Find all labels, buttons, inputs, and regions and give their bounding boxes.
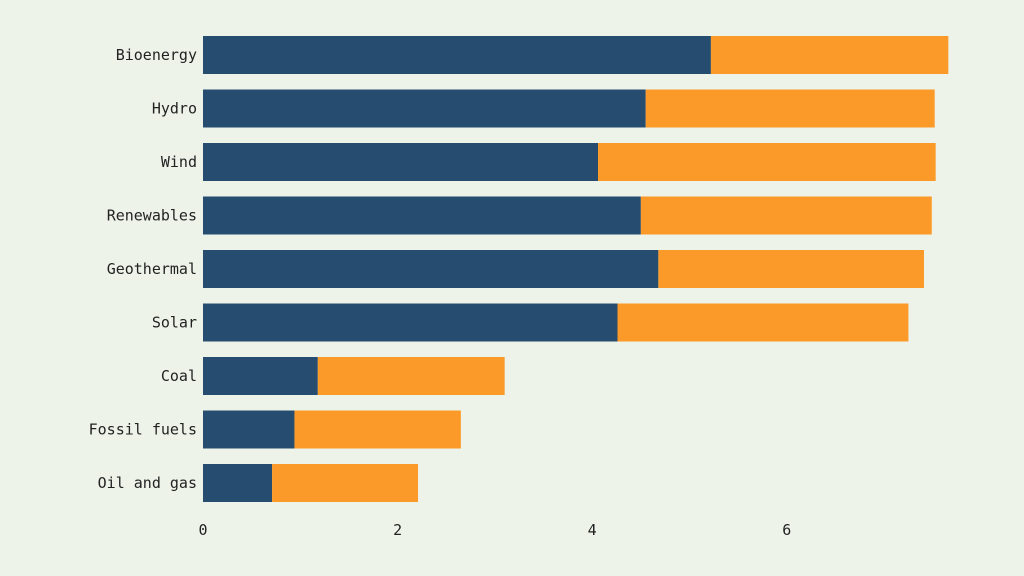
bar-solar-segment-2	[617, 303, 909, 342]
category-label-bioenergy: Bioenergy	[116, 46, 197, 64]
category-label-oil-and-gas: Oil and gas	[98, 474, 197, 492]
category-label-hydro: Hydro	[152, 100, 197, 118]
bar-hydro-segment-1	[203, 89, 646, 128]
bar-geothermal-segment-2	[658, 250, 924, 288]
category-label-renewables: Renewables	[107, 207, 197, 225]
x-axis-ticks: 0 2 4 6	[198, 521, 791, 539]
category-label-solar: Solar	[152, 314, 197, 332]
category-label-geothermal: Geothermal	[107, 260, 197, 278]
bar-wind-segment-1	[203, 143, 599, 181]
category-labels: Bioenergy Hydro Wind Renewables Geothermal So…	[89, 46, 197, 492]
x-tick-label-6: 6	[782, 521, 791, 539]
bar-wind-segment-2	[598, 143, 936, 181]
category-label-wind: Wind	[161, 153, 197, 171]
bars-layer	[203, 36, 949, 502]
bar-geothermal-segment-1	[203, 250, 659, 288]
bar-solar-segment-1	[203, 303, 618, 342]
x-tick-label-2: 2	[393, 521, 402, 539]
bar-hydro-segment-2	[645, 89, 935, 128]
category-label-coal: Coal	[161, 367, 197, 385]
bar-fossil-fuels-segment-1	[203, 410, 295, 449]
bar-renewables-segment-2	[640, 196, 932, 235]
x-tick-label-0: 0	[198, 521, 207, 539]
bar-coal-segment-1	[203, 357, 318, 395]
bar-oil-and-gas-segment-2	[272, 464, 419, 502]
bar-bioenergy-segment-2	[710, 36, 949, 74]
category-label-fossil-fuels: Fossil fuels	[89, 421, 197, 439]
bar-renewables-segment-1	[203, 196, 641, 235]
bar-fossil-fuels-segment-2	[294, 410, 461, 449]
bar-oil-and-gas-segment-1	[203, 464, 273, 502]
bar-coal-segment-2	[317, 357, 505, 395]
bar-bioenergy-segment-1	[203, 36, 711, 74]
x-tick-label-4: 4	[588, 521, 597, 539]
